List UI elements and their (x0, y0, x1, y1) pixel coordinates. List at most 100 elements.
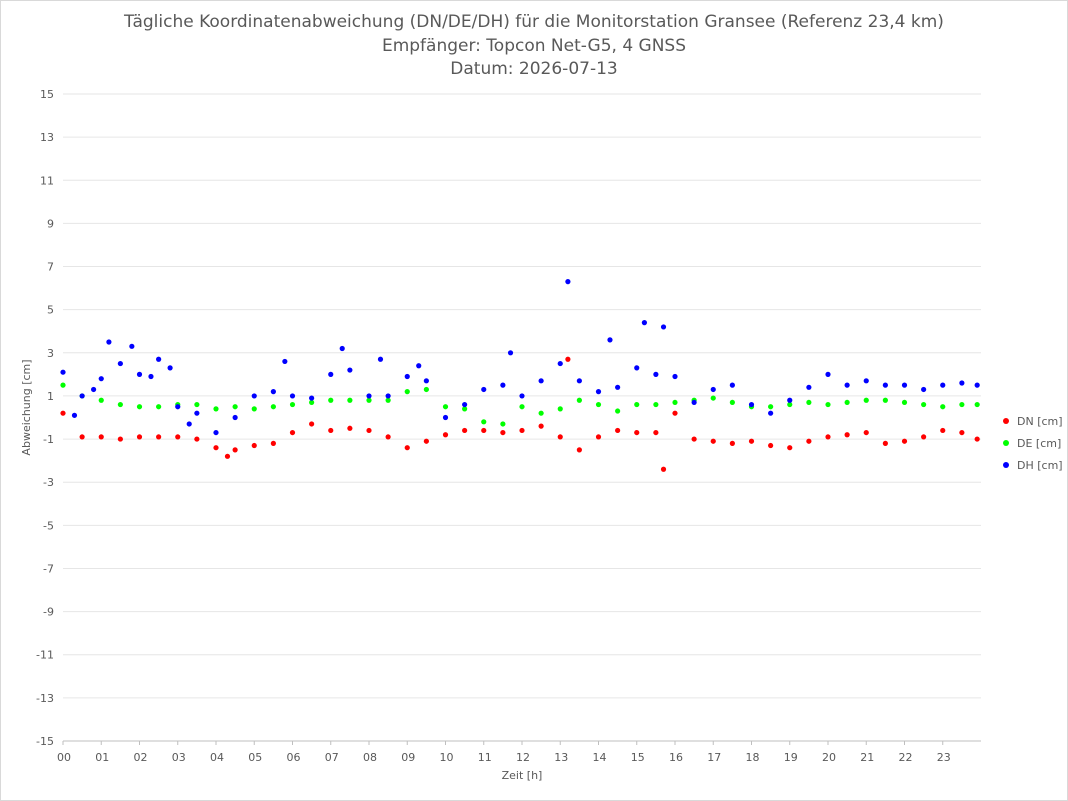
data-point-dn (691, 436, 697, 442)
x-tick-label: 06 (287, 751, 301, 764)
data-points (60, 279, 980, 472)
data-point-de (595, 401, 602, 408)
x-tick-label: 15 (631, 751, 645, 764)
data-point-dn (672, 410, 678, 416)
data-point-de (117, 401, 123, 408)
x-axis-ticks: 00 01 02 03 04 05 06 07 08 09 10 11 12 13 14 15 16 17 18 19… (57, 741, 951, 764)
data-point-dn (959, 429, 965, 436)
data-point-dh (710, 386, 716, 393)
data-point-dh (882, 382, 888, 388)
data-point-de (60, 382, 66, 388)
data-point-dn (442, 432, 449, 438)
data-point-dn (557, 434, 563, 440)
data-point-de (251, 406, 257, 412)
data-point-dh (167, 365, 173, 371)
legend-label-dh: DH [cm] (1017, 458, 1063, 472)
x-tick-label: 18 (746, 751, 760, 764)
y-tick-label: 5 (47, 304, 54, 317)
data-point-dn (634, 429, 640, 436)
data-point-dn (901, 438, 908, 444)
data-point-dh (634, 365, 640, 371)
data-point-dh (576, 378, 582, 384)
y-axis-ticks: 15 13 11 9 7 5 3 1 -1 -3 -5 -7 -9 -11 -13 -15 (36, 88, 54, 748)
y-tick-label: 7 (47, 261, 54, 274)
data-point-dh (974, 382, 980, 388)
data-point-dh (117, 360, 123, 367)
x-tick-label: 01 (95, 751, 109, 764)
data-point-dh (404, 373, 410, 380)
data-point-dn (595, 434, 602, 440)
y-axis-title: Abweichung [cm] (20, 359, 33, 455)
x-tick-label: 23 (937, 751, 951, 764)
legend-marker-de (1003, 440, 1009, 446)
x-tick-label: 17 (707, 751, 721, 764)
data-point-dh (282, 358, 288, 365)
legend-item-dh: DH [cm] (1003, 454, 1063, 476)
legend-marker-dn (1003, 418, 1009, 424)
data-point-de (347, 397, 353, 403)
data-point-de (710, 395, 716, 401)
data-point-de (194, 401, 200, 408)
data-point-de (156, 404, 162, 410)
y-tick-label: 11 (40, 174, 54, 187)
data-point-de (557, 406, 563, 412)
data-point-de (959, 401, 965, 408)
data-point-dn (366, 427, 372, 434)
x-tick-label: 12 (516, 751, 530, 764)
y-tick-label: -7 (43, 562, 54, 575)
data-point-dh (462, 401, 468, 408)
data-point-dn (768, 442, 774, 449)
data-point-dh (270, 389, 276, 395)
y-tick-label: 13 (40, 131, 54, 144)
x-tick-label: 04 (210, 751, 224, 764)
data-point-dh (309, 395, 315, 401)
data-point-dn (882, 440, 888, 446)
data-point-dh (347, 367, 353, 373)
data-point-de (615, 408, 621, 414)
x-tick-label: 03 (172, 751, 186, 764)
data-point-dn (156, 434, 162, 440)
data-point-de (653, 401, 659, 408)
data-point-dh (175, 404, 181, 410)
data-point-dh (500, 382, 506, 388)
data-point-dn (251, 442, 257, 449)
data-point-de (901, 399, 908, 406)
x-tick-label: 02 (134, 751, 148, 764)
data-point-de (366, 397, 372, 403)
data-point-de (442, 404, 449, 410)
data-point-dh (691, 399, 697, 406)
data-point-de (844, 399, 850, 406)
data-point-dh (729, 382, 735, 388)
data-point-dh (423, 378, 429, 384)
data-point-de (309, 399, 315, 406)
data-point-dh (557, 360, 563, 367)
data-point-de (136, 404, 143, 410)
data-point-dh (213, 429, 219, 436)
data-point-dh (232, 414, 238, 421)
data-point-dn (921, 434, 927, 440)
data-point-dh (106, 339, 112, 345)
data-point-dn (423, 438, 429, 444)
data-point-de (385, 397, 391, 403)
data-point-dn (863, 429, 869, 436)
data-point-dn (289, 429, 296, 436)
x-tick-label: 11 (478, 751, 492, 764)
data-point-dh (251, 393, 257, 399)
x-tick-label: 14 (593, 751, 607, 764)
data-point-dn (309, 421, 315, 427)
data-point-dn (224, 453, 231, 459)
data-point-de (423, 386, 429, 393)
data-point-dh (748, 401, 755, 408)
data-point-dn (347, 425, 353, 431)
x-tick-label: 13 (554, 751, 568, 764)
data-point-dh (289, 393, 296, 399)
data-point-de (98, 397, 104, 403)
data-point-dn (538, 423, 544, 429)
data-point-de (634, 401, 640, 408)
data-point-dn (825, 434, 831, 440)
legend-label-dn: DN [cm] (1017, 414, 1063, 428)
data-point-de (270, 404, 276, 410)
data-point-de (481, 419, 487, 425)
data-point-de (213, 406, 219, 412)
